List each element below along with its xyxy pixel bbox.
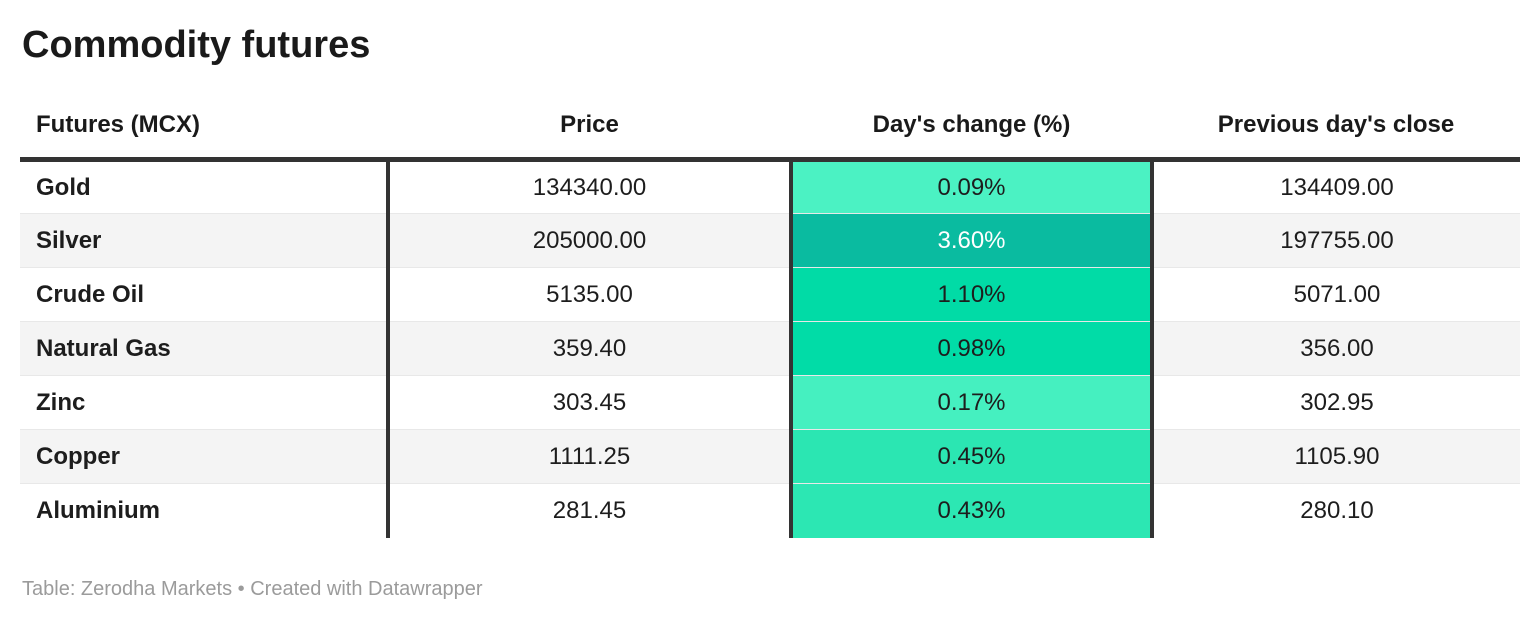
day-change-cell: 0.45% (789, 429, 1154, 484)
table-body: Gold 134340.00 0.09% 134409.00 Silver 20… (20, 159, 1520, 538)
day-change-cell: 3.60% (789, 213, 1154, 268)
prev-close-cell: 302.95 (1152, 375, 1520, 430)
table-row-copper: Copper 1111.25 0.45% 1105.90 (20, 429, 1520, 484)
table-row-crude-oil: Crude Oil 5135.00 1.10% 5071.00 (20, 267, 1520, 322)
futures-name-cell: Zinc (20, 375, 390, 430)
attribution-footer: Table: Zerodha Markets • Created with Da… (22, 577, 483, 600)
price-cell: 359.40 (388, 321, 791, 376)
day-change-cell: 0.98% (789, 321, 1154, 376)
column-header-change: Day's change (%) (791, 103, 1152, 162)
prev-close-cell: 197755.00 (1152, 213, 1520, 268)
column-header-price: Price (388, 103, 791, 162)
futures-name-cell: Silver (20, 213, 390, 268)
table-row-zinc: Zinc 303.45 0.17% 302.95 (20, 375, 1520, 430)
table-row-gold: Gold 134340.00 0.09% 134409.00 (20, 159, 1520, 214)
price-cell: 1111.25 (388, 429, 791, 484)
day-change-cell: 0.09% (789, 159, 1154, 214)
futures-name-cell: Gold (20, 159, 390, 214)
price-cell: 134340.00 (532, 173, 647, 201)
futures-name-cell: Copper (20, 429, 390, 484)
column-header-prev-close: Previous day's close (1152, 103, 1520, 162)
prev-close-cell: 1105.90 (1152, 429, 1520, 484)
futures-name-cell: Aluminium (20, 483, 390, 538)
commodity-futures-table: Futures (MCX) Price Day's change (%) Pre… (20, 103, 1520, 538)
day-change-cell: 0.43% (789, 483, 1154, 538)
column-header-futures: Futures (MCX) (20, 103, 388, 162)
price-cell: 205000.00 (388, 213, 791, 268)
price-cell: 281.45 (388, 483, 791, 538)
page-title: Commodity futures (22, 24, 371, 66)
prev-close-cell: 134409.00 (1280, 173, 1394, 201)
day-change-cell: 1.10% (789, 267, 1154, 322)
table-row-aluminium: Aluminium 281.45 0.43% 280.10 (20, 483, 1520, 538)
table-row-natural-gas: Natural Gas 359.40 0.98% 356.00 (20, 321, 1520, 376)
day-change-cell: 0.17% (789, 375, 1154, 430)
table-row-silver: Silver 205000.00 3.60% 197755.00 (20, 213, 1520, 268)
futures-name-cell: Natural Gas (20, 321, 390, 376)
prev-close-cell: 5071.00 (1152, 267, 1520, 322)
table-header: Futures (MCX) Price Day's change (%) Pre… (20, 103, 1520, 162)
futures-name-cell: Crude Oil (20, 267, 390, 322)
price-cell: 303.45 (388, 375, 791, 430)
prev-close-cell: 280.10 (1152, 483, 1520, 538)
price-cell: 5135.00 (388, 267, 791, 322)
prev-close-cell: 356.00 (1152, 321, 1520, 376)
